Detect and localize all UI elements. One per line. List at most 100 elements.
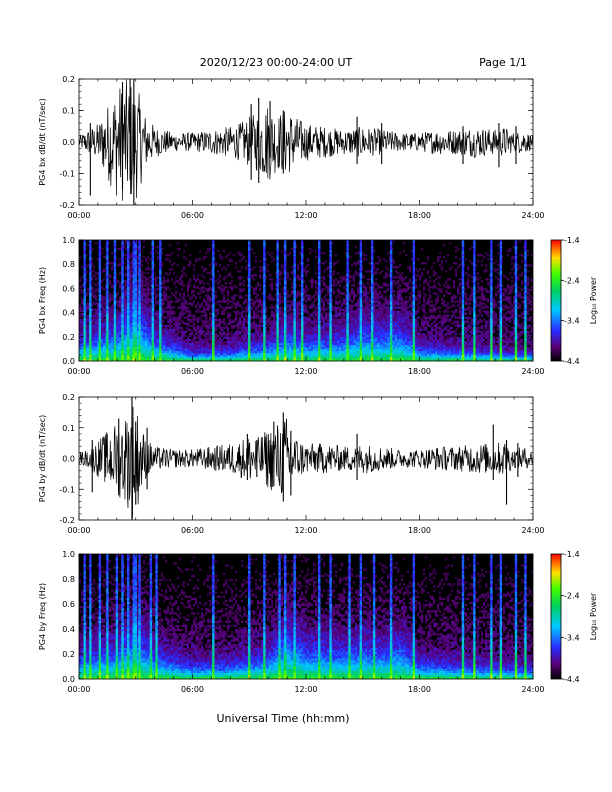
spectrogram-cell <box>365 304 368 307</box>
spectrogram-cell <box>227 292 230 295</box>
spectrogram-cell <box>297 350 300 354</box>
spectrogram-cell <box>197 292 200 295</box>
spectrogram-cell <box>289 320 292 323</box>
spectrogram-cell <box>323 296 326 299</box>
spectrogram-cell <box>325 316 328 319</box>
spectrogram-cell <box>279 306 282 309</box>
spectrogram-cell <box>173 306 176 309</box>
spectrogram-cell <box>95 348 98 352</box>
spectrogram-cell <box>363 294 366 297</box>
spectrogram-cell <box>241 336 244 340</box>
spectrogram-cell <box>219 320 222 323</box>
spectrogram-cell <box>355 304 358 307</box>
spectrogram-cell <box>197 336 200 340</box>
spectrogram-cell <box>289 344 292 348</box>
spectrogram-cell <box>315 346 318 350</box>
spectrogram-cell <box>215 358 218 362</box>
spectrogram-cell <box>97 288 100 291</box>
spectrogram-cell <box>193 268 196 271</box>
spectrogram-cell <box>81 324 84 327</box>
spectrogram-cell <box>275 344 278 348</box>
spectrogram-cell <box>333 322 336 325</box>
spectrogram-cell <box>191 304 194 307</box>
spectrogram-cell <box>241 356 244 360</box>
spectrogram-cell <box>87 292 90 295</box>
spectrogram-cell <box>95 320 98 323</box>
spectrogram-cell <box>147 330 150 333</box>
spectrogram-cell <box>125 302 128 305</box>
spectrogram-cell <box>101 334 104 337</box>
spectrogram-cell <box>343 328 346 331</box>
spectrogram-cell <box>357 274 360 277</box>
spectrogram-cell <box>239 350 242 354</box>
spectrogram-cell <box>169 268 172 271</box>
spectrogram-cell <box>299 336 302 340</box>
spectrogram-cell <box>365 328 368 331</box>
spectrogram-cell <box>363 316 366 319</box>
spectrogram-cell <box>267 264 270 267</box>
spectrogram-cell <box>105 274 108 277</box>
spectrogram-cell <box>221 354 224 358</box>
spectrogram-cell <box>251 354 254 358</box>
spectrogram-cell <box>231 288 234 291</box>
spectrogram-cell <box>323 338 326 342</box>
spectrogram-cell <box>311 322 314 325</box>
spectrogram-cell <box>345 330 348 333</box>
spectrogram-cell <box>345 352 348 356</box>
spectrogram-cell <box>327 322 330 325</box>
spectrogram-cell <box>165 296 168 299</box>
spectrogram-cell <box>221 356 224 360</box>
spectrogram-cell <box>287 300 290 303</box>
spectrogram-cell <box>357 342 360 346</box>
spectrogram-cell <box>251 248 254 251</box>
spectrogram-cell <box>367 326 370 329</box>
spectrogram-cell <box>221 332 224 335</box>
spectrogram-cell <box>177 336 180 340</box>
spectrogram-cell <box>327 344 330 348</box>
spectrogram-cell <box>335 350 338 354</box>
spectrogram-cell <box>131 306 134 309</box>
spectrogram-cell <box>195 280 198 283</box>
spectrogram-cell <box>187 346 190 350</box>
spectrogram-cell <box>243 334 246 337</box>
spectrogram-cell <box>281 328 284 331</box>
spectrogram-cell <box>313 324 316 327</box>
spectrogram-cell <box>85 348 88 352</box>
spectrogram-cell <box>279 354 282 358</box>
spectrogram-cell <box>327 346 330 350</box>
spectrogram-cell <box>355 350 358 354</box>
spectrogram-cell <box>131 324 134 327</box>
spectrogram-cell <box>169 336 172 340</box>
spectrogram-cell <box>131 302 134 305</box>
spectrogram-cell <box>357 322 360 325</box>
spectrogram-cell <box>235 266 238 269</box>
spectrogram-cell <box>157 312 160 315</box>
spectrogram-cell <box>355 340 358 344</box>
spectrogram-cell <box>137 324 140 327</box>
spectrogram-cell <box>129 348 132 352</box>
spectrogram-cell <box>145 316 148 319</box>
spectrogram-cell <box>137 266 140 269</box>
spectrogram-cell <box>271 334 274 337</box>
spectrogram-cell <box>119 346 122 350</box>
spectrogram-cell <box>315 330 318 333</box>
spectrogram-cell <box>299 308 302 311</box>
spectrogram-cell <box>235 350 238 354</box>
spectrogram-cell <box>165 352 168 356</box>
spectrogram-cell <box>129 306 132 309</box>
spectrogram-cell <box>201 350 204 354</box>
spectrogram-cell <box>205 312 208 315</box>
spectrogram-cell <box>289 308 292 311</box>
spectrogram-cell <box>161 314 164 317</box>
spectrogram-cell <box>91 288 94 291</box>
spectrogram-cell <box>143 304 146 307</box>
spectrogram-cell <box>163 310 166 313</box>
spectrogram-cell <box>207 344 210 348</box>
spectrogram-cell <box>103 332 106 335</box>
spectrogram-cell <box>117 328 120 331</box>
spectrogram-cell <box>103 270 106 273</box>
spectrogram-cell <box>205 334 208 337</box>
spectrogram-cell <box>255 352 258 356</box>
spectrogram-cell <box>321 354 324 358</box>
spectrogram-cell <box>233 294 236 297</box>
